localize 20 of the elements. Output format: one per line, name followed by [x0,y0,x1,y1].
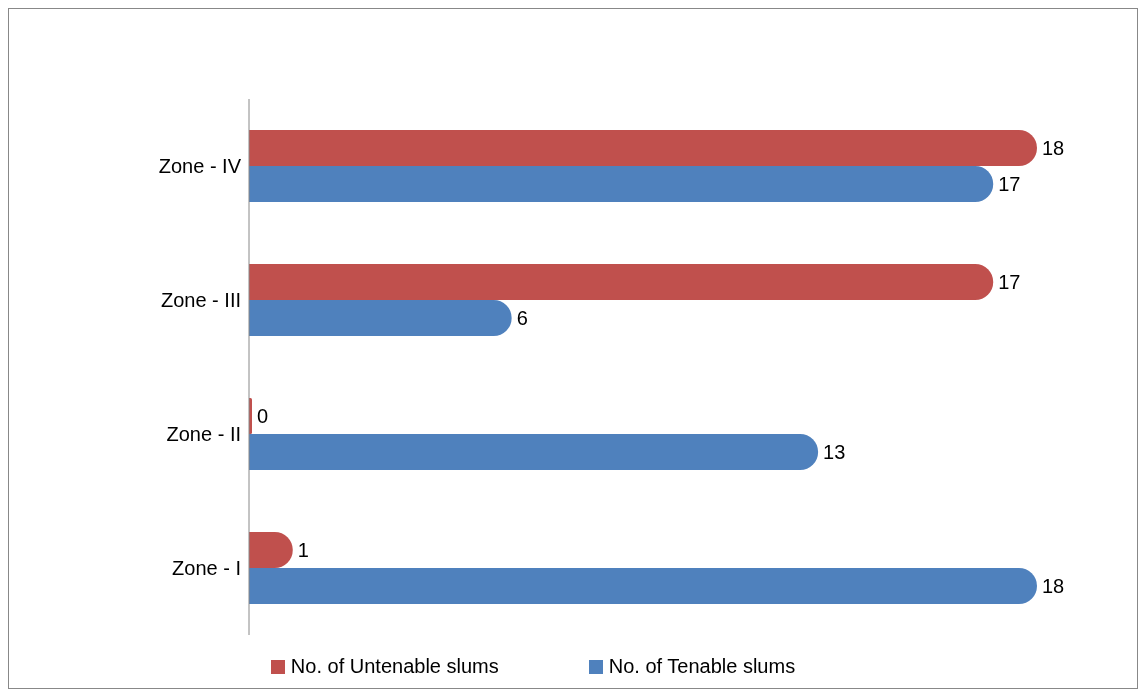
data-label: 0 [257,405,269,428]
data-label: 13 [823,441,846,464]
data-label: 18 [1042,137,1065,160]
data-label: 18 [1042,575,1065,598]
y-tick-label: Zone - I [172,557,241,580]
data-label: 6 [516,307,528,330]
bar [249,130,1037,166]
bar [249,264,994,300]
legend-label: No. of Tenable slums [608,655,796,678]
data-label: 17 [998,173,1021,196]
data-label: 1 [297,539,309,562]
legend-label: No. of Untenable slums [290,655,499,678]
bar [249,166,994,202]
bar [249,568,1037,604]
bar [249,434,819,470]
bar [249,300,512,336]
y-tick-label: Zone - IV [158,155,242,178]
data-label: 17 [998,271,1021,294]
y-tick-label: Zone - III [160,289,241,312]
y-tick-label: Zone - II [166,423,241,446]
